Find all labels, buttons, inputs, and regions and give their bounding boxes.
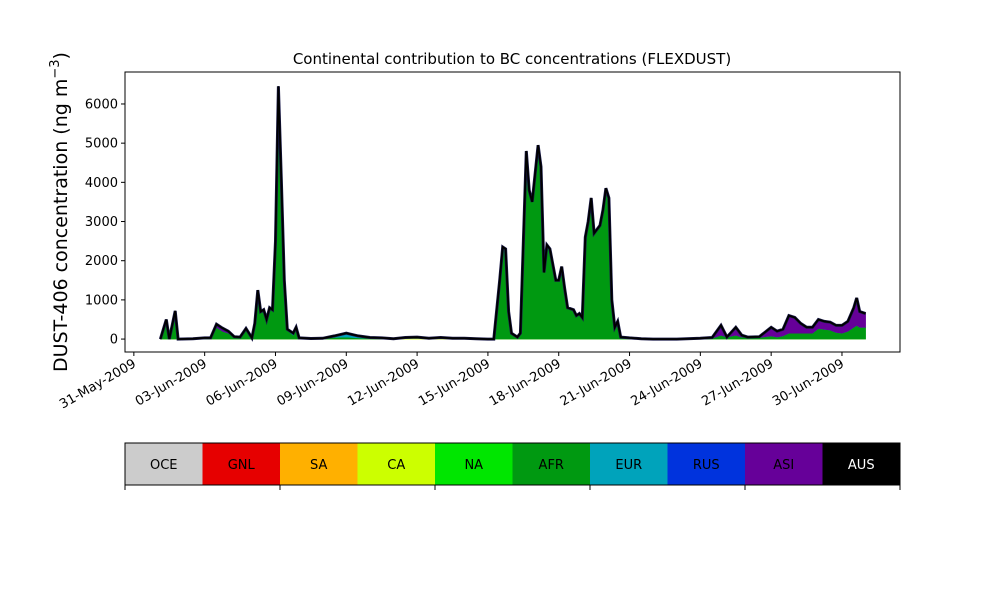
x-tick-label: 18-Jun-2009 [487,356,564,409]
x-tick-label: 12-Jun-2009 [345,356,422,409]
colorbar-frame [124,442,901,486]
y-tick-label: 0 [110,333,118,348]
y-tick-label: 2000 [85,254,118,269]
x-tick-label: 24-Jun-2009 [629,356,706,409]
legend-swatch-na [435,443,513,485]
x-tick-label: 15-Jun-2009 [416,356,493,409]
legend-swatch-asi [745,443,823,485]
legend-label-gnl: GNL [228,458,256,473]
legend-label-rus: RUS [693,458,720,473]
legend-swatch-sa [280,443,358,485]
x-tick-label: 06-Jun-2009 [204,356,281,409]
y-axis-label: DUST-406 concentration (ng m−3) [48,52,72,372]
y-axis-label-close: ) [50,52,72,59]
axes: 010002000300040005000600031-May-200903-J… [57,97,847,412]
legend-swatch-ca [357,443,435,485]
y-axis-label-main: DUST-406 concentration (ng m [50,79,72,372]
stacked-areas [158,86,867,342]
legend-swatch-gnl [202,443,280,485]
legend-label-sa: SA [310,458,327,473]
legend-label-na: NA [464,458,483,473]
y-tick-label: 3000 [85,215,118,230]
legend-swatch-rus [667,443,745,485]
y-tick-label: 5000 [85,137,118,152]
y-axis-label-exponent: −3 [48,59,63,78]
y-tick-label: 4000 [85,176,118,191]
legend-swatch-eur [590,443,668,485]
chart-title: Continental contribution to BC concentra… [293,50,731,68]
total-line [159,86,866,341]
area-afr [159,86,866,340]
legend-label-oce: OCE [150,458,178,473]
x-tick-label: 27-Jun-2009 [699,356,776,409]
total-line-halo [158,86,867,342]
legend-swatch-aus [822,443,900,485]
y-tick-label: 1000 [85,293,118,308]
area-asi [160,86,866,340]
x-tick-label: 03-Jun-2009 [133,356,210,409]
colorbar-legend: OCE GNL SA CA NA AFR EUR RUS ASI AUS [124,442,901,490]
x-tick-label: 09-Jun-2009 [274,356,351,409]
legend-swatch-afr [512,443,590,485]
plot-frame [124,71,901,353]
legend-label-ca: CA [387,458,405,473]
legend-label-afr: AFR [539,458,564,473]
legend-label-eur: EUR [615,458,642,473]
x-tick-label: 21-Jun-2009 [558,356,635,409]
legend-swatch-oce [125,443,203,485]
x-tick-label: 30-Jun-2009 [770,356,847,409]
legend-label-asi: ASI [773,458,794,473]
y-tick-label: 6000 [85,97,118,112]
legend-label-aus: AUS [848,458,875,473]
area-eur [160,86,866,340]
